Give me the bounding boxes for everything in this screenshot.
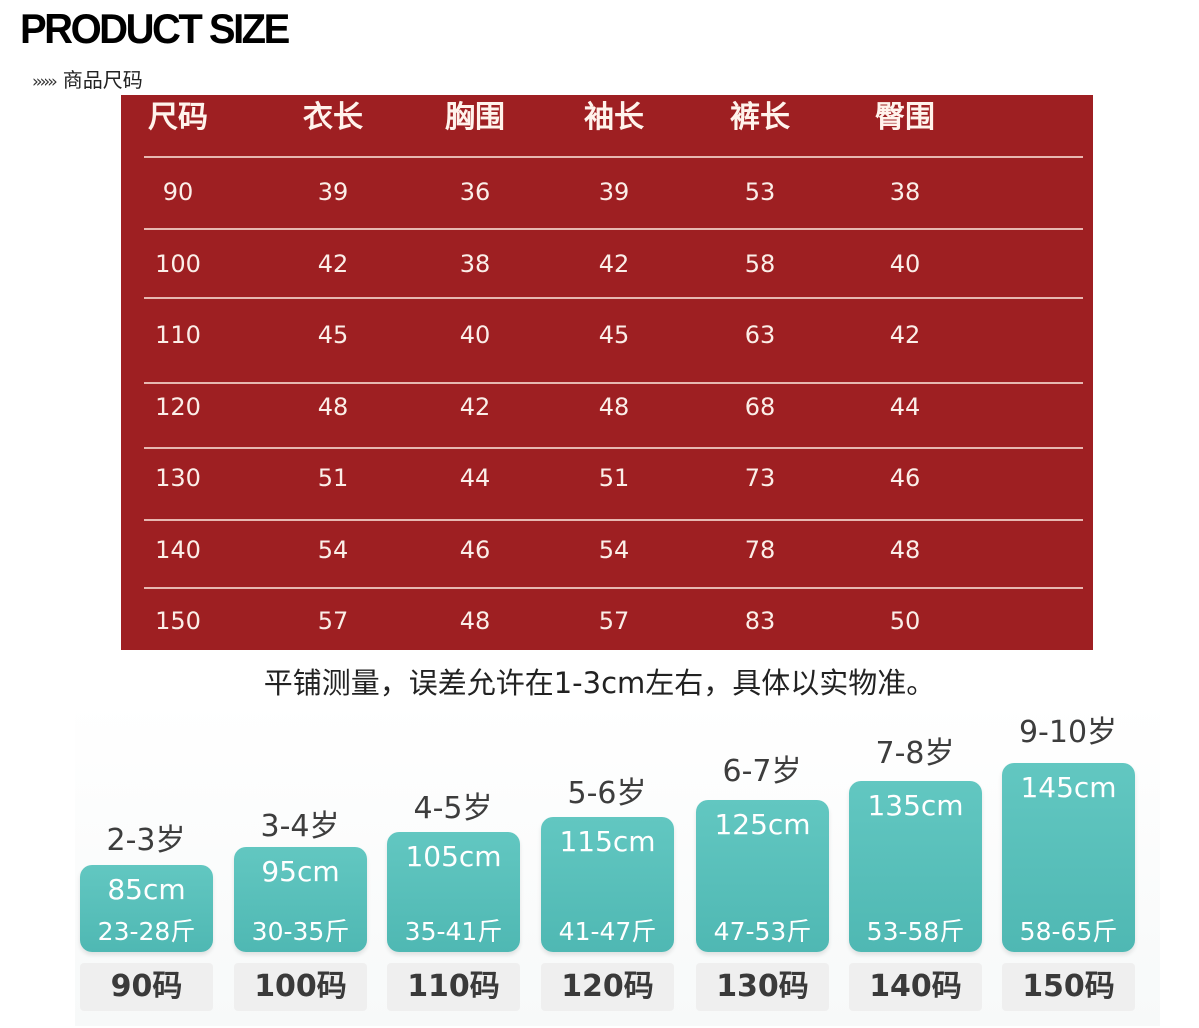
- subtitle-text: 商品尺码: [62, 68, 143, 92]
- table-cell: 53: [744, 178, 776, 206]
- weight-label: 30-35斤: [251, 917, 350, 946]
- table-cell: 42: [889, 321, 921, 349]
- table-cell: 83: [744, 607, 776, 635]
- age-label: 5-6岁: [567, 776, 647, 811]
- size-table: 尺码 衣长 胸围 袖长 裤长 臀围 90 39 36 39 53 38 100 42 38 42 58 40 110…: [121, 95, 1093, 650]
- weight-label: 35-41斤: [404, 917, 503, 946]
- table-cell: 140: [155, 536, 201, 564]
- row-divider: [144, 297, 1083, 299]
- table-cell: 51: [598, 464, 630, 492]
- table-cell: 90: [162, 178, 194, 206]
- height-bar: 115cm 41-47斤: [541, 817, 674, 952]
- row-divider: [144, 382, 1083, 384]
- height-label: 135cm: [867, 789, 964, 822]
- age-label: 7-8岁: [875, 736, 955, 771]
- size-label: 150码: [1002, 963, 1135, 1011]
- table-cell: 73: [744, 464, 776, 492]
- column-header: 衣长: [303, 100, 363, 135]
- table-cell: 57: [598, 607, 630, 635]
- table-cell: 45: [317, 321, 349, 349]
- table-cell: 57: [317, 607, 349, 635]
- table-cell: 110: [155, 321, 201, 349]
- page-title: PRODUCT SIZE: [20, 6, 290, 53]
- row-divider: [144, 587, 1083, 589]
- table-cell: 48: [317, 393, 349, 421]
- height-label: 145cm: [1020, 771, 1117, 804]
- table-cell: 48: [598, 393, 630, 421]
- table-cell: 44: [889, 393, 921, 421]
- height-bar: 135cm 53-58斤: [849, 781, 982, 952]
- height-label: 105cm: [405, 840, 502, 873]
- table-cell: 44: [459, 464, 491, 492]
- height-bar: 145cm 58-65斤: [1002, 763, 1135, 952]
- table-cell: 38: [889, 178, 921, 206]
- size-label: 130码: [696, 963, 829, 1011]
- table-cell: 54: [598, 536, 630, 564]
- column-header: 袖长: [584, 100, 644, 135]
- age-label: 2-3岁: [106, 823, 186, 858]
- size-label: 140码: [849, 963, 982, 1011]
- table-cell: 45: [598, 321, 630, 349]
- size-label: 90码: [80, 963, 213, 1011]
- weight-label: 23-28斤: [97, 917, 196, 946]
- weight-label: 47-53斤: [713, 917, 812, 946]
- table-cell: 48: [889, 536, 921, 564]
- size-label: 100码: [234, 963, 367, 1011]
- height-bar: 125cm 47-53斤: [696, 800, 829, 952]
- table-cell: 150: [155, 607, 201, 635]
- table-cell: 63: [744, 321, 776, 349]
- age-label: 6-7岁: [722, 754, 802, 789]
- table-cell: 100: [155, 250, 201, 278]
- column-header: 胸围: [445, 100, 505, 135]
- age-label: 9-10岁: [1018, 715, 1118, 750]
- row-divider: [144, 156, 1083, 158]
- table-cell: 40: [889, 250, 921, 278]
- height-label: 95cm: [261, 855, 340, 888]
- height-label: 115cm: [559, 825, 656, 858]
- height-bar: 105cm 35-41斤: [387, 832, 520, 952]
- table-cell: 46: [889, 464, 921, 492]
- table-cell: 78: [744, 536, 776, 564]
- table-cell: 130: [155, 464, 201, 492]
- table-cell: 68: [744, 393, 776, 421]
- age-label: 3-4岁: [260, 809, 340, 844]
- measurement-note: 平铺测量，误差允许在1-3cm左右，具体以实物准。: [263, 666, 936, 700]
- table-cell: 51: [317, 464, 349, 492]
- weight-label: 58-65斤: [1019, 917, 1118, 946]
- table-cell: 36: [459, 178, 491, 206]
- table-cell: 48: [459, 607, 491, 635]
- table-cell: 42: [598, 250, 630, 278]
- table-cell: 50: [889, 607, 921, 635]
- column-header: 臀围: [875, 100, 935, 135]
- weight-label: 53-58斤: [866, 917, 965, 946]
- age-label: 4-5岁: [413, 791, 493, 826]
- height-bar: 85cm 23-28斤: [80, 865, 213, 952]
- table-cell: 39: [317, 178, 349, 206]
- row-divider: [144, 228, 1083, 230]
- table-cell: 42: [459, 393, 491, 421]
- row-divider: [144, 519, 1083, 521]
- table-cell: 39: [598, 178, 630, 206]
- table-cell: 54: [317, 536, 349, 564]
- height-bar: 95cm 30-35斤: [234, 847, 367, 952]
- size-label: 120码: [541, 963, 674, 1011]
- column-header: 裤长: [730, 100, 790, 135]
- chevrons-icon: ››››››: [32, 72, 58, 92]
- height-label: 125cm: [714, 808, 811, 841]
- column-header: 尺码: [148, 100, 208, 135]
- table-cell: 42: [317, 250, 349, 278]
- table-cell: 120: [155, 393, 201, 421]
- section-subtitle: ›››››› 商品尺码: [32, 64, 143, 93]
- height-label: 85cm: [107, 873, 186, 906]
- table-cell: 38: [459, 250, 491, 278]
- weight-label: 41-47斤: [558, 917, 657, 946]
- row-divider: [144, 447, 1083, 449]
- table-cell: 46: [459, 536, 491, 564]
- table-cell: 40: [459, 321, 491, 349]
- size-label: 110码: [387, 963, 520, 1011]
- table-cell: 58: [744, 250, 776, 278]
